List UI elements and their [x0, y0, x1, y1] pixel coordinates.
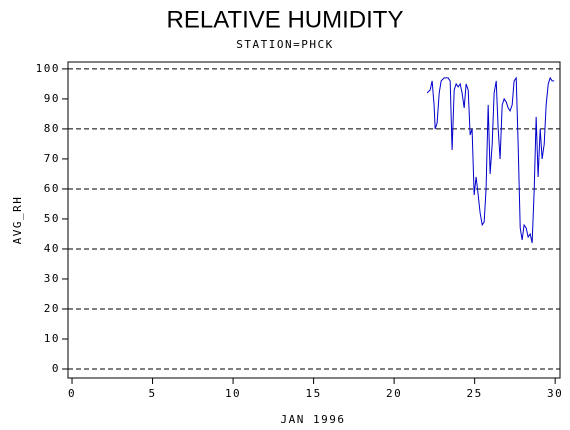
chart-title: RELATIVE HUMIDITY [167, 6, 404, 33]
y-tick-label: 30 [44, 272, 60, 285]
x-axis-label: JAN 1996 [281, 413, 346, 426]
x-tick-label: 10 [225, 387, 241, 400]
y-tick-label: 10 [44, 332, 60, 345]
x-tick-label: 0 [68, 387, 76, 400]
y-tick-label: 0 [52, 362, 60, 375]
y-axis-label: AVG_RH [11, 196, 24, 245]
x-tick-label: 30 [547, 387, 563, 400]
y-tick-label: 100 [36, 62, 60, 75]
y-tick-label: 70 [44, 152, 60, 165]
x-tick-label: 20 [386, 387, 402, 400]
x-tick-label: 25 [467, 387, 483, 400]
x-tick-label: 15 [305, 387, 321, 400]
y-tick-label: 40 [44, 242, 60, 255]
data-line [426, 76, 555, 244]
y-tick-label: 60 [44, 182, 60, 195]
plot-frame [67, 61, 561, 379]
chart-subtitle: STATION=PHCK [236, 38, 333, 51]
y-tick-label: 20 [44, 302, 60, 315]
y-tick-label: 80 [44, 122, 60, 135]
y-tick-label: 50 [44, 212, 60, 225]
x-tick-label: 5 [148, 387, 156, 400]
y-tick-label: 90 [44, 92, 60, 105]
